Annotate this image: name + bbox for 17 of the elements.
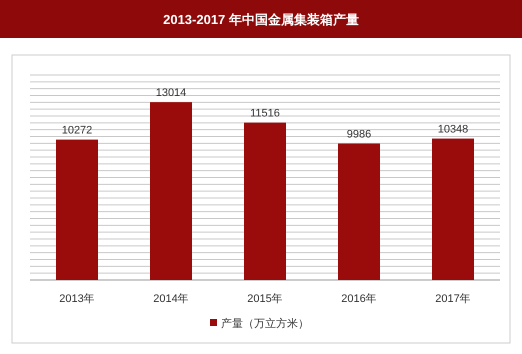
data-label: 10348: [438, 124, 468, 136]
legend-label: 产量（万立方米）: [221, 317, 309, 330]
data-label: 9986: [346, 128, 372, 141]
x-tick-label: 2017年: [435, 293, 471, 305]
data-label: 10272: [62, 124, 92, 137]
data-label: 13014: [156, 87, 186, 100]
x-tick-label: 2014年: [153, 293, 189, 305]
x-tick-label: 2015年: [247, 293, 283, 305]
bar: [432, 138, 474, 280]
chart-title: 2013-2017 年中国金属集装箱产量: [163, 12, 359, 27]
bar: [244, 122, 286, 280]
x-tick-label: 2016年: [341, 293, 377, 305]
bar: [150, 102, 192, 280]
x-tick-label: 2013年: [59, 293, 95, 305]
bar: [56, 140, 98, 280]
data-label: 11516: [250, 108, 280, 120]
bar: [338, 144, 380, 280]
